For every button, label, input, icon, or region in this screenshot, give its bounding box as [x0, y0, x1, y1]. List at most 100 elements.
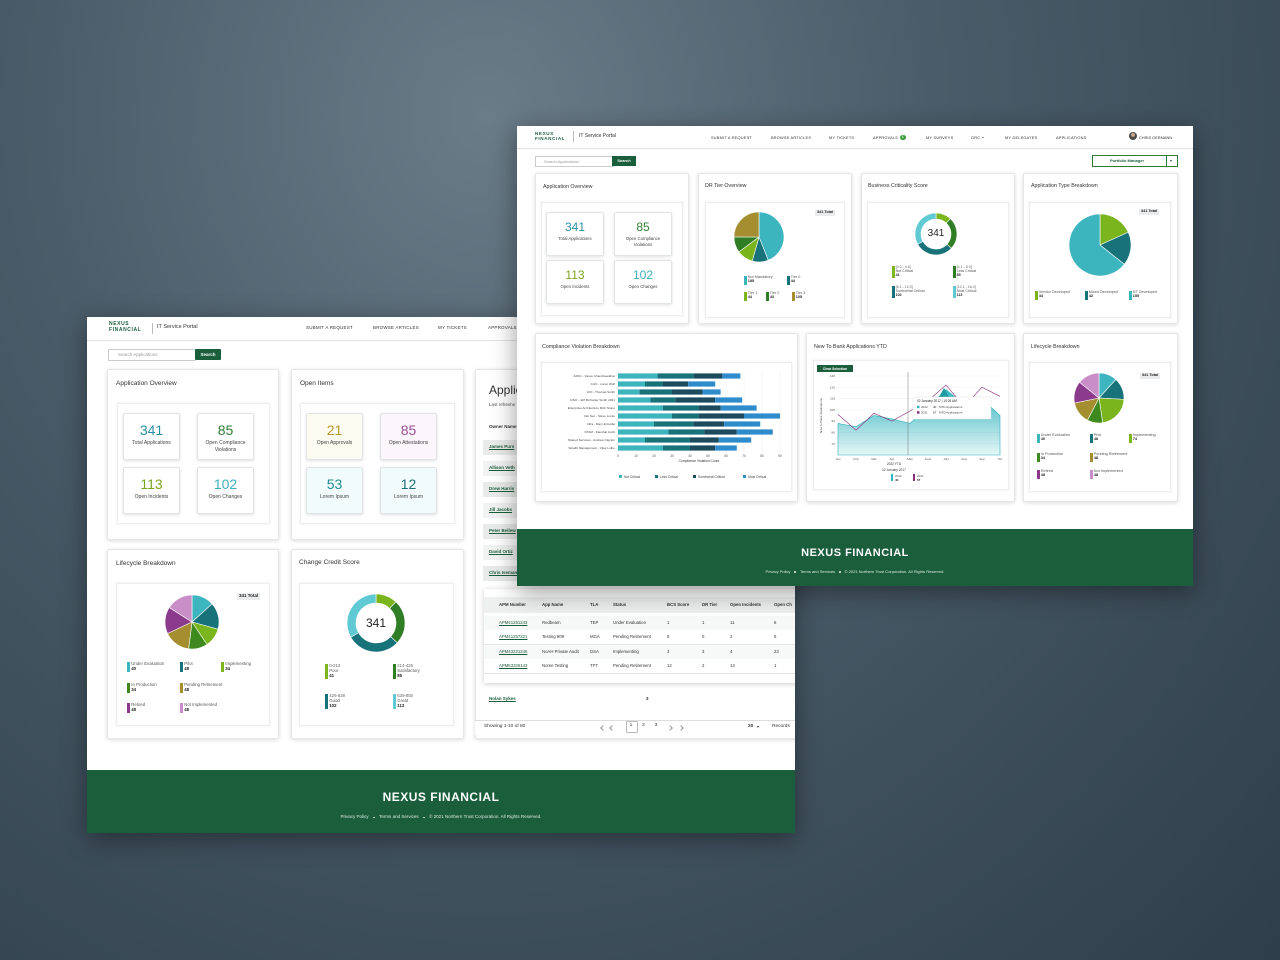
stat-label: Total Applications: [132, 440, 171, 446]
legend-value: 48: [1093, 473, 1099, 478]
page-number[interactable]: 1: [629, 723, 633, 728]
portfolio-select[interactable]: Portfolio Manager: [1092, 155, 1178, 167]
bar-segment: [744, 413, 780, 419]
search-placeholder: Search Applications: [118, 352, 158, 357]
chart: [164, 594, 220, 650]
brand: NEXUS FINANCIAL: [109, 321, 142, 333]
x-tick-label: July: [943, 457, 949, 461]
legend-label: Not Critical: [624, 475, 640, 479]
search-button[interactable]: Search: [195, 349, 221, 360]
bar-segment: [672, 413, 699, 419]
pie-slice: [1079, 372, 1100, 399]
footer-link[interactable]: Terms and Services: [379, 814, 419, 820]
chart: [733, 211, 785, 263]
search-input[interactable]: Search Applications: [535, 156, 614, 167]
legend-label: Retired: [131, 702, 146, 707]
legend-label: Less Critical: [660, 475, 678, 479]
nav-item[interactable]: MY DELEGATES: [1005, 135, 1038, 140]
stat-tile: 85 Open Compliance Violations: [197, 413, 254, 460]
nav-item[interactable]: BROWSE ARTICLES: [373, 325, 419, 330]
nav-item[interactable]: GRC: [971, 135, 981, 140]
legend-swatch: [127, 683, 131, 693]
owner-link[interactable]: Jill Jacobs: [489, 507, 513, 512]
nav-item[interactable]: SUBMIT A REQUEST: [711, 135, 752, 140]
bar-segment: [618, 389, 640, 395]
bar-segment: [702, 389, 721, 395]
pie-slice: [1068, 213, 1125, 277]
y-tick-label: CISO - Jeff McCarter Smith 2021: [570, 398, 616, 402]
nav-item[interactable]: APPLICATIONS: [1056, 135, 1087, 140]
bar-segment: [639, 389, 672, 395]
page-number[interactable]: 3: [654, 723, 658, 728]
stat-tile: 53 Lorem Ipsum: [306, 467, 363, 514]
owner-link[interactable]: James Purs: [489, 444, 515, 449]
legend-label: Pilot: [184, 661, 193, 666]
pie-slice: [917, 240, 952, 256]
bar-segment: [690, 445, 716, 451]
x-axis-label: 2022 YTD: [887, 462, 902, 466]
nav-item[interactable]: MY TICKETS: [829, 135, 855, 140]
clear-selection-label[interactable]: Clear Selection: [823, 367, 848, 371]
footer-link[interactable]: Terms and Services: [799, 568, 836, 574]
tooltip-title: 02 January 2017 | 10:26 AM: [917, 399, 957, 403]
nav-item[interactable]: BROWSE ARTICLES: [771, 135, 812, 140]
legend-swatch: [743, 475, 746, 478]
table-cell[interactable]: APM53326143: [499, 662, 528, 668]
stat-tile: 21 Open Approvals: [306, 413, 363, 460]
legend-value: 113: [956, 293, 963, 298]
pagination-summary: Showing 1-10 of 80: [484, 724, 526, 729]
bar-segment: [663, 405, 699, 411]
owner-link[interactable]: Peter Bellew: [489, 528, 516, 533]
legend-label: Somewhat Critical: [698, 475, 725, 479]
y-tick-label: 130: [830, 374, 835, 378]
portal-name: IT Service Portal: [579, 133, 616, 139]
owner-link[interactable]: Drew Harris: [489, 486, 515, 491]
bar-segment: [650, 397, 676, 403]
pie-slice: [346, 593, 377, 638]
footer-link[interactable]: Privacy Policy: [340, 814, 369, 820]
stat-tile: 102 Open Changes: [614, 260, 672, 304]
per-page[interactable]: 20: [748, 724, 754, 729]
user-name[interactable]: CHRIS OERMANN: [1139, 135, 1173, 140]
table-cell: 1: [774, 662, 777, 668]
nav-item[interactable]: APPROVALS: [488, 325, 517, 330]
nav-item[interactable]: APPROVALS: [873, 135, 899, 140]
legend-label: Less Critical: [956, 268, 977, 273]
stat-tile: 102 Open Changes: [197, 467, 254, 514]
owner-link[interactable]: Chris Iseman: [489, 570, 518, 575]
legend-range: 426-638: [329, 693, 346, 698]
avatar[interactable]: [1129, 132, 1137, 140]
owner-link[interactable]: Allison Veth: [489, 465, 515, 470]
legend-label: In Production: [1040, 452, 1064, 456]
table-cell[interactable]: APM41251243: [499, 620, 528, 625]
owner-link[interactable]: David Ortiz: [489, 549, 513, 554]
legend-value: 155: [1132, 294, 1140, 299]
table: APM Number App Name TLA Status BCS Score DR T…: [484, 589, 795, 683]
table-cell[interactable]: APM43221245: [499, 648, 528, 654]
footer-link[interactable]: © 2021 Northern Trust Corporation. All R…: [844, 568, 945, 574]
bar-segment: [618, 429, 669, 435]
stat-value: 85: [400, 422, 417, 438]
legend-range: 214-425: [397, 663, 414, 668]
search-button[interactable]: Search: [612, 156, 636, 166]
search-input[interactable]: Search Applications: [108, 349, 196, 361]
tooltip-swatch: [917, 405, 920, 409]
nav-caret: [982, 137, 984, 138]
table-cell[interactable]: APM41257221: [499, 634, 528, 640]
footer-link[interactable]: © 2021 Northern Trust Corporation. All R…: [429, 814, 542, 820]
nav-item[interactable]: SUBMIT A REQUEST: [306, 325, 353, 330]
nav-item[interactable]: MY TICKETS: [438, 325, 467, 330]
nav-item[interactable]: MY SURVEYS: [926, 135, 954, 140]
bar-segment: [645, 381, 663, 387]
owner-link[interactable]: Nolan Sykes: [489, 696, 516, 701]
stat-value: 102: [632, 268, 654, 283]
legend-range: [12.1 - 16.0]: [956, 285, 976, 289]
bar-segment: [663, 381, 689, 387]
table-row: [484, 644, 795, 660]
card-title: New To Bank Applications YTD: [814, 344, 887, 350]
legend-range: [8.1 - 12.0]: [895, 285, 913, 289]
legend-swatch: [744, 276, 747, 285]
footer-link[interactable]: Privacy Policy: [765, 568, 791, 574]
page-number[interactable]: 2: [642, 723, 645, 728]
divider: [573, 131, 574, 142]
